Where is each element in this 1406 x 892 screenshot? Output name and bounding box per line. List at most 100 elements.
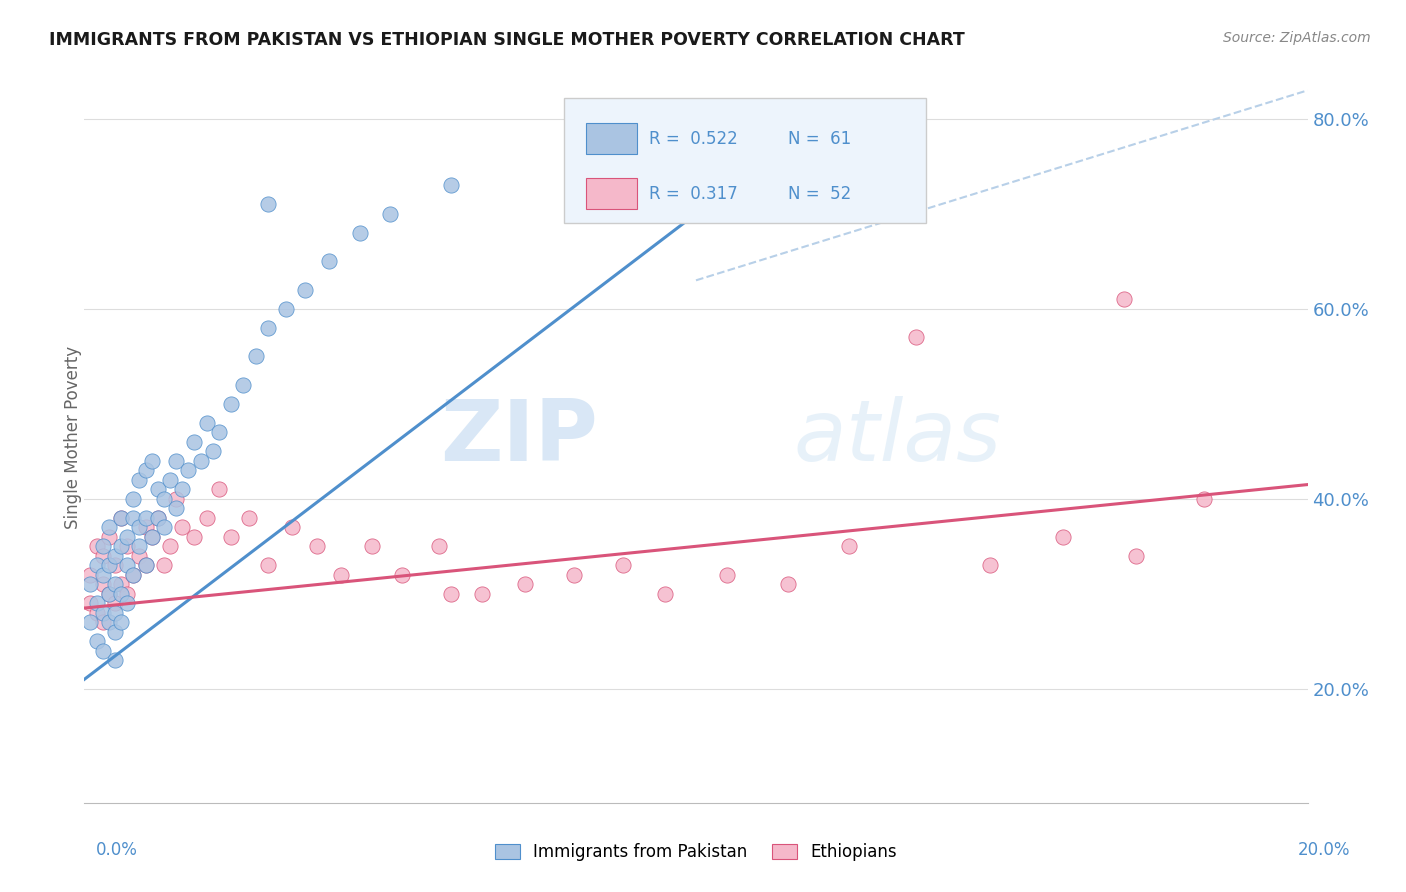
Point — [135, 511, 157, 525]
Point — [257, 321, 280, 335]
Point — [190, 454, 212, 468]
Point — [177, 463, 200, 477]
Point — [122, 567, 145, 582]
Text: Source: ZipAtlas.com: Source: ZipAtlas.com — [1223, 31, 1371, 45]
Text: ZIP: ZIP — [440, 395, 598, 479]
Point — [172, 483, 194, 497]
Point — [153, 491, 176, 506]
Point — [305, 539, 328, 553]
Point — [97, 587, 120, 601]
Point — [172, 520, 194, 534]
Point — [141, 530, 163, 544]
FancyBboxPatch shape — [564, 98, 927, 224]
Point — [86, 596, 108, 610]
Point — [128, 549, 150, 563]
Point — [97, 520, 120, 534]
Point — [110, 615, 132, 630]
Point — [183, 530, 205, 544]
Point — [153, 520, 176, 534]
Point — [135, 520, 157, 534]
Point — [1114, 293, 1136, 307]
Text: 20.0%: 20.0% — [1298, 841, 1350, 859]
Point — [201, 444, 224, 458]
Point — [360, 539, 382, 553]
Text: 0.0%: 0.0% — [96, 841, 138, 859]
Point — [612, 558, 634, 573]
Point — [183, 434, 205, 449]
Point — [195, 416, 218, 430]
Point — [330, 567, 353, 582]
Point — [219, 530, 242, 544]
Point — [122, 491, 145, 506]
Point — [86, 539, 108, 553]
Point — [115, 530, 138, 544]
Point — [238, 511, 260, 525]
Point — [427, 539, 450, 553]
Point — [979, 558, 1001, 573]
Text: N =  61: N = 61 — [787, 129, 851, 148]
Point — [110, 511, 132, 525]
Point — [86, 606, 108, 620]
Point — [110, 539, 132, 553]
Point — [110, 511, 132, 525]
Point — [294, 283, 316, 297]
Point — [79, 596, 101, 610]
Point — [165, 491, 187, 506]
Point — [232, 377, 254, 392]
Point — [128, 473, 150, 487]
Text: N =  52: N = 52 — [787, 185, 851, 202]
Point — [440, 587, 463, 601]
Point — [91, 577, 114, 591]
Point — [104, 596, 127, 610]
Point — [97, 587, 120, 601]
Text: R =  0.317: R = 0.317 — [650, 185, 738, 202]
Point — [86, 558, 108, 573]
Point — [122, 511, 145, 525]
Point — [165, 501, 187, 516]
Point — [318, 254, 340, 268]
Point — [115, 558, 138, 573]
Point — [838, 539, 860, 553]
Point — [104, 606, 127, 620]
Point — [115, 539, 138, 553]
Point — [654, 587, 676, 601]
Point — [104, 558, 127, 573]
Point — [135, 558, 157, 573]
Point — [165, 454, 187, 468]
Point — [91, 644, 114, 658]
Point — [104, 549, 127, 563]
Point — [97, 615, 120, 630]
Point — [135, 558, 157, 573]
Point — [380, 207, 402, 221]
Point — [128, 520, 150, 534]
Point — [79, 567, 101, 582]
Point — [195, 511, 218, 525]
Point — [91, 567, 114, 582]
Point — [257, 558, 280, 573]
Point — [110, 577, 132, 591]
Point — [91, 539, 114, 553]
Point — [208, 483, 231, 497]
Point — [135, 463, 157, 477]
Point — [1192, 491, 1215, 506]
Point — [208, 425, 231, 440]
Point — [110, 587, 132, 601]
Point — [86, 634, 108, 648]
FancyBboxPatch shape — [586, 178, 637, 209]
Point — [391, 567, 413, 582]
Point — [146, 511, 169, 525]
Point — [245, 349, 267, 363]
Text: atlas: atlas — [794, 395, 1002, 479]
Point — [146, 511, 169, 525]
Point — [153, 558, 176, 573]
Point — [91, 615, 114, 630]
Point — [97, 558, 120, 573]
Point — [776, 577, 799, 591]
Point — [115, 587, 138, 601]
Point — [440, 178, 463, 193]
Point — [104, 624, 127, 639]
Point — [471, 587, 494, 601]
Point — [91, 606, 114, 620]
Point — [219, 397, 242, 411]
Point — [79, 615, 101, 630]
